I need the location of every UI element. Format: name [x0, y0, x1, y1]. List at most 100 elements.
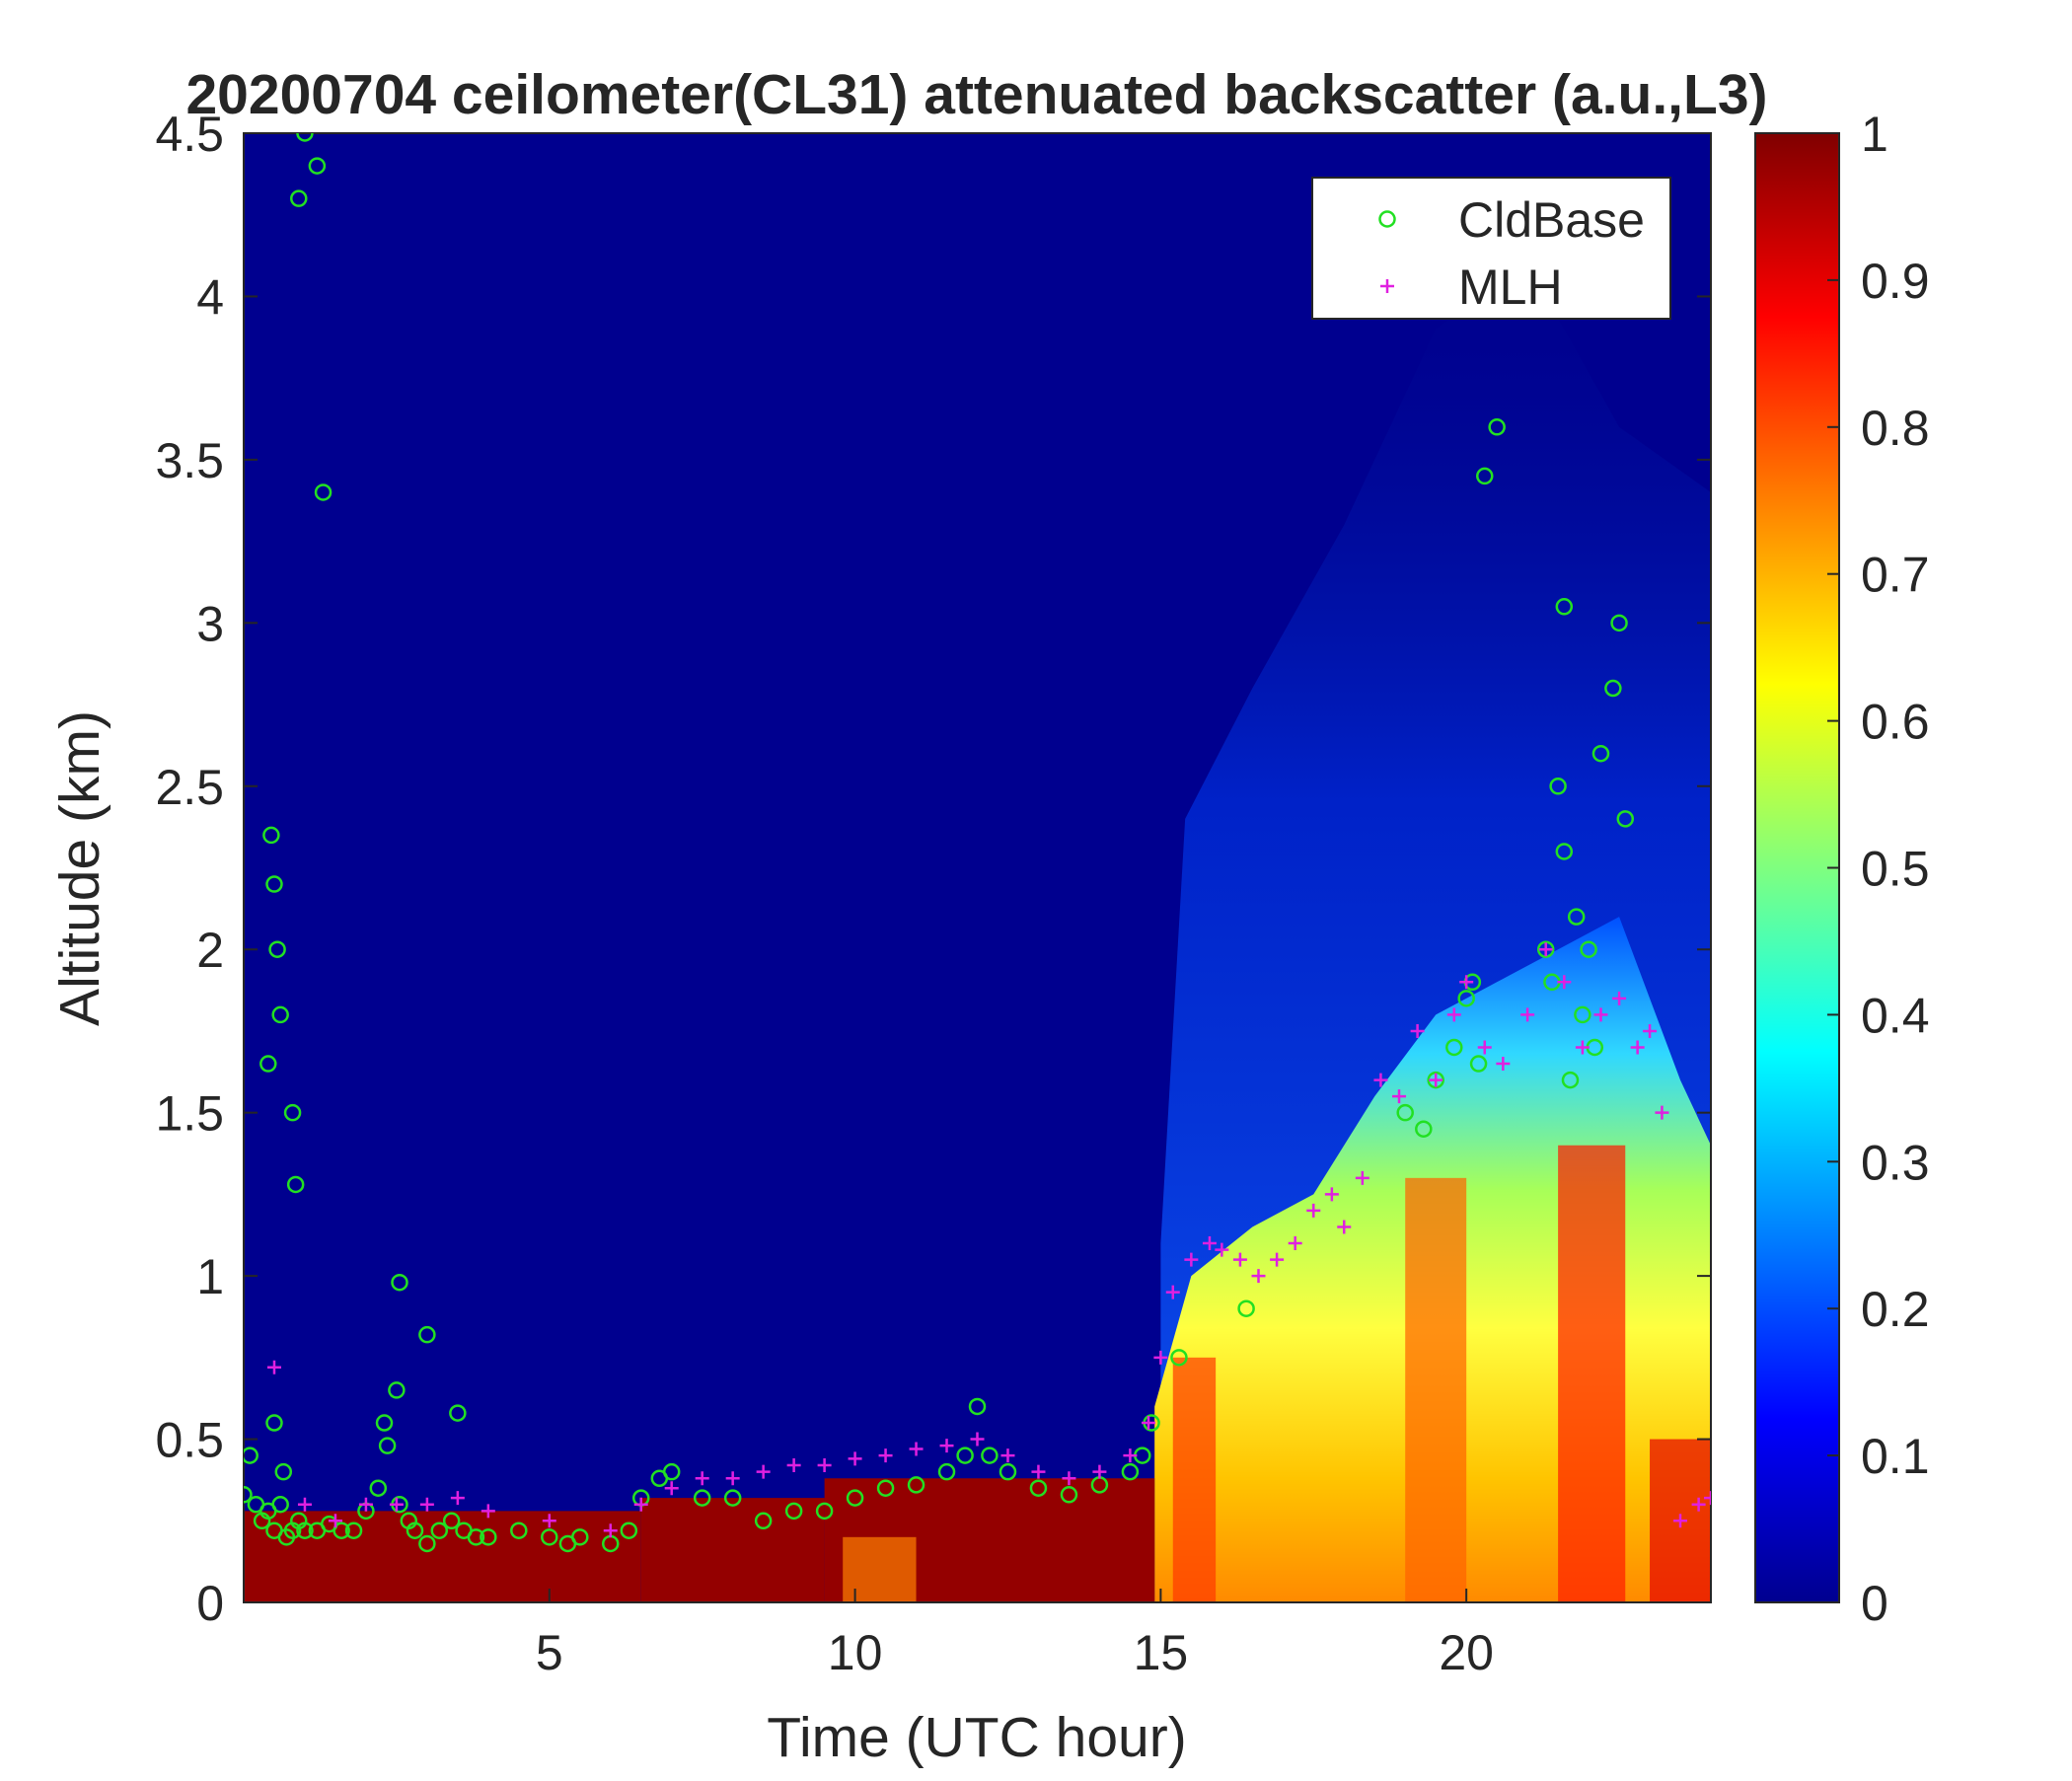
- y-tick-label: 3: [196, 596, 224, 651]
- y-tick-label: 2: [196, 923, 224, 978]
- mlh-point: [1184, 1252, 1199, 1267]
- cldbase-point: [375, 1414, 394, 1432]
- mlh-point: [725, 1471, 740, 1486]
- cldbase-point: [259, 1055, 277, 1073]
- mlh-point: [1575, 1040, 1590, 1055]
- cldbase-point: [265, 875, 283, 893]
- cldbase-point: [296, 1521, 314, 1539]
- cldbase-point: [430, 1521, 449, 1539]
- colorbar-tick-label: 1: [1861, 107, 1888, 162]
- mlh-point: [1123, 1448, 1138, 1463]
- mlh-point: [786, 1458, 801, 1473]
- cldbase-point: [1427, 1071, 1444, 1089]
- mlh-point: [328, 1514, 342, 1528]
- y-tick-label: 1: [196, 1249, 224, 1304]
- cldbase-point: [1536, 940, 1555, 958]
- mlh-point: [1092, 1464, 1107, 1479]
- mlh-point: [939, 1439, 954, 1453]
- cldbase-point: [283, 1103, 302, 1122]
- mlh-point: [358, 1497, 373, 1512]
- x-tick-label: 10: [828, 1625, 883, 1680]
- cldbase-point: [571, 1528, 589, 1546]
- mlh-point: [389, 1497, 404, 1512]
- y-tick-label: 0: [196, 1576, 224, 1631]
- cldbase-point: [1580, 940, 1597, 958]
- cldbase-point: [693, 1489, 711, 1507]
- y-tick-label: 0.5: [155, 1413, 224, 1468]
- cldbase-point: [1469, 1055, 1488, 1073]
- mlh-point: [1306, 1203, 1321, 1218]
- cldbase-point: [1561, 1071, 1580, 1089]
- mlh-point: [1630, 1040, 1645, 1055]
- cldbase-point: [784, 1502, 803, 1521]
- mlh-point: [481, 1504, 495, 1519]
- cldbase-point: [480, 1528, 497, 1546]
- mlh-point: [1215, 1242, 1229, 1257]
- y-tick-label: 1.5: [155, 1086, 224, 1142]
- x-tick-label: 20: [1439, 1625, 1494, 1680]
- colorbar-tick-label: 0: [1861, 1576, 1888, 1631]
- cldbase-point: [290, 189, 308, 207]
- cldbase-point: [333, 1521, 350, 1539]
- mlh-point: [297, 1497, 312, 1512]
- mlh-point: [817, 1458, 832, 1473]
- mlh-point: [1270, 1252, 1285, 1267]
- mlh-point: [1655, 1105, 1669, 1120]
- colorbar-tick-label: 0.8: [1861, 401, 1930, 456]
- mlh-point: [1410, 1023, 1425, 1038]
- y-axis-label: Altitude (km): [48, 710, 111, 1026]
- cldbase-point: [369, 1479, 388, 1497]
- colorbar-tick-label: 0.3: [1861, 1135, 1930, 1190]
- legend-box: [1311, 177, 1671, 320]
- colorbar-tick-label: 0.1: [1861, 1429, 1930, 1484]
- cldbase-point: [1415, 1120, 1433, 1138]
- legend-mlh-marker: [1380, 279, 1394, 293]
- y-tick-label: 2.5: [155, 760, 224, 815]
- mlh-point: [1446, 1007, 1461, 1022]
- cldbase-point: [286, 1175, 305, 1194]
- mlh-point: [1141, 1416, 1155, 1431]
- cldbase-point: [1549, 778, 1567, 795]
- cldbase-point: [937, 1462, 956, 1481]
- cldbase-point: [723, 1489, 742, 1507]
- background-band-1: [640, 1498, 825, 1602]
- cldbase-point: [1396, 1103, 1414, 1122]
- cldbase-point: [968, 1397, 987, 1416]
- cldbase-point: [1555, 598, 1574, 616]
- mlh-point: [1062, 1471, 1076, 1486]
- cldbase-point: [815, 1502, 834, 1521]
- background-column-4: [843, 1536, 917, 1602]
- cldbase-point: [271, 1495, 289, 1514]
- cldbase-point: [344, 1521, 363, 1539]
- cldbase-point: [981, 1447, 999, 1464]
- cldbase-point: [956, 1447, 974, 1464]
- mlh-point: [419, 1497, 434, 1512]
- mlh-point: [970, 1432, 985, 1447]
- cldbase-point: [308, 157, 327, 175]
- mlh-point: [266, 1360, 281, 1374]
- cldbase-point: [418, 1325, 436, 1344]
- cldbase-point: [265, 1414, 283, 1432]
- background-column-2: [1558, 1145, 1626, 1602]
- colorbar-tick-label: 0.4: [1861, 988, 1930, 1043]
- mlh-point: [909, 1442, 924, 1456]
- cldbase-point: [244, 1447, 259, 1464]
- mlh-point: [1643, 1023, 1658, 1038]
- cldbase-point: [418, 1534, 436, 1553]
- chart-title: 20200704 ceilometer(CL31) attenuated bac…: [185, 63, 1767, 126]
- colorbar-tick-label: 0.7: [1861, 548, 1930, 603]
- mlh-point: [1593, 1007, 1608, 1022]
- cldbase-point: [442, 1512, 461, 1530]
- legend-label-mlh: MLH: [1458, 260, 1563, 315]
- mlh-point: [1612, 991, 1627, 1005]
- mlh-point: [1202, 1236, 1217, 1251]
- mlh-point: [1429, 1073, 1443, 1087]
- cldbase-point: [1574, 1005, 1591, 1024]
- mlh-point: [633, 1497, 648, 1512]
- cldbase-point: [1567, 908, 1586, 926]
- cldbase-point: [1060, 1486, 1078, 1504]
- cldbase-point: [274, 1462, 293, 1481]
- cldbase-point: [662, 1462, 681, 1481]
- mlh-point: [1459, 975, 1474, 990]
